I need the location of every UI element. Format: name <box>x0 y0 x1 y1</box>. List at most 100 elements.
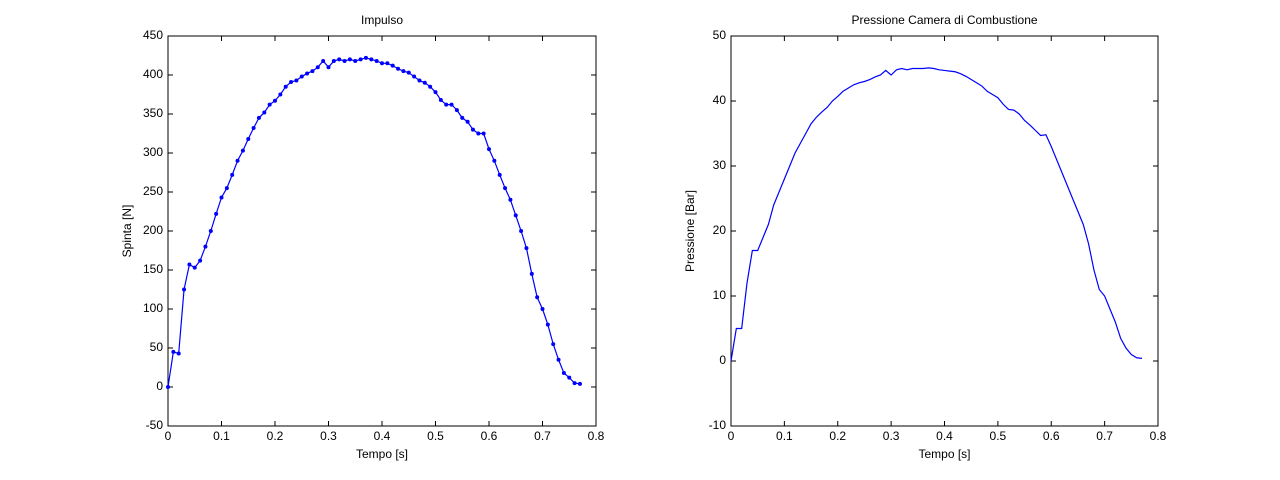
y-tick-label: 30 <box>713 158 727 172</box>
y-axis-label: Pressione [Bar] <box>683 190 697 272</box>
x-tick-label: 0.1 <box>776 429 793 443</box>
data-point <box>358 57 363 62</box>
data-point <box>529 271 534 276</box>
data-point <box>353 58 358 63</box>
data-point <box>444 102 449 107</box>
y-tick-label: 250 <box>143 184 163 198</box>
y-tick-label: 40 <box>713 93 727 107</box>
data-point <box>535 295 540 300</box>
data-point <box>433 90 438 95</box>
data-point <box>385 61 390 66</box>
x-axis-label: Tempo [s] <box>356 447 408 461</box>
data-point <box>460 115 465 120</box>
data-point <box>203 244 208 249</box>
y-tick-label: 10 <box>713 288 727 302</box>
data-point <box>487 147 491 152</box>
x-tick-label: 0.4 <box>936 429 953 443</box>
x-tick-label: 0.4 <box>374 429 391 443</box>
x-tick-label: 0.3 <box>320 429 337 443</box>
y-tick-label: -10 <box>709 418 727 432</box>
data-point <box>219 195 224 200</box>
data-point <box>315 65 320 70</box>
y-tick-label: 50 <box>150 340 164 354</box>
data-point <box>337 57 342 62</box>
data-point <box>567 375 572 380</box>
data-point <box>251 126 256 131</box>
x-tick-label: 0.2 <box>267 429 284 443</box>
data-point <box>406 70 411 75</box>
data-point <box>321 58 326 63</box>
data-point <box>428 84 433 89</box>
x-axis-label: Tempo [s] <box>918 447 970 461</box>
x-tick-label: 0.7 <box>534 429 551 443</box>
data-point <box>342 58 347 63</box>
y-tick-label: 300 <box>143 145 163 159</box>
y-tick-label: 200 <box>143 223 163 237</box>
data-point <box>492 158 497 163</box>
data-point <box>262 110 267 115</box>
data-point <box>299 74 304 79</box>
data-point <box>508 197 513 202</box>
data-line <box>730 67 1143 362</box>
data-point <box>176 351 181 356</box>
data-point <box>363 55 368 60</box>
data-point <box>572 381 577 386</box>
data-point <box>470 127 475 132</box>
y-tick-label: 150 <box>143 262 163 276</box>
data-point <box>331 58 336 63</box>
data-point <box>283 84 288 89</box>
data-point <box>396 66 401 71</box>
data-point <box>545 322 550 327</box>
data-point <box>289 80 294 85</box>
data-point <box>503 186 508 191</box>
x-tick-label: 0 <box>165 429 172 443</box>
data-point <box>171 349 176 354</box>
data-point <box>369 57 374 62</box>
chart-title: Impulso <box>361 13 403 27</box>
data-point <box>278 92 283 97</box>
x-tick-label: 0.2 <box>829 429 846 443</box>
x-tick-label: 0.7 <box>1096 429 1113 443</box>
data-point <box>449 102 454 107</box>
data-point <box>166 385 170 389</box>
data-point <box>476 131 481 136</box>
y-tick-label: 0 <box>156 379 163 393</box>
y-tick-label: -50 <box>146 418 164 432</box>
data-point <box>417 78 422 83</box>
data-point <box>305 71 310 76</box>
y-tick-label: 350 <box>143 106 163 120</box>
data-point <box>551 342 556 347</box>
data-point <box>240 148 245 153</box>
data-point <box>182 287 187 292</box>
data-point <box>465 119 470 124</box>
data-point <box>524 246 529 251</box>
data-point <box>230 172 235 177</box>
data-point <box>401 69 406 74</box>
y-tick-label: 20 <box>713 223 727 237</box>
data-point <box>214 211 219 216</box>
data-point <box>497 172 502 177</box>
chart-title: Pressione Camera di Combustione <box>851 13 1037 27</box>
y-tick-label: 450 <box>143 28 163 42</box>
y-tick-label: 100 <box>143 301 163 315</box>
y-axis-label: Spinta [N] <box>120 205 134 258</box>
data-point <box>513 213 518 218</box>
x-tick-label: 0.5 <box>990 429 1007 443</box>
x-tick-label: 0.1 <box>213 429 230 443</box>
data-point <box>208 229 213 233</box>
data-point <box>374 58 379 63</box>
data-point <box>438 97 443 102</box>
plot-area <box>167 35 597 427</box>
data-point <box>273 98 277 103</box>
data-point <box>267 102 272 107</box>
data-point <box>294 78 299 83</box>
y-tick-label: 50 <box>713 28 727 42</box>
data-point <box>246 136 251 141</box>
data-point <box>187 262 192 267</box>
data-point <box>561 370 566 375</box>
x-tick-label: 0.6 <box>481 429 498 443</box>
data-point <box>235 158 240 163</box>
data-point <box>577 381 582 386</box>
data-point <box>390 63 395 68</box>
x-tick-label: 0.3 <box>883 429 900 443</box>
